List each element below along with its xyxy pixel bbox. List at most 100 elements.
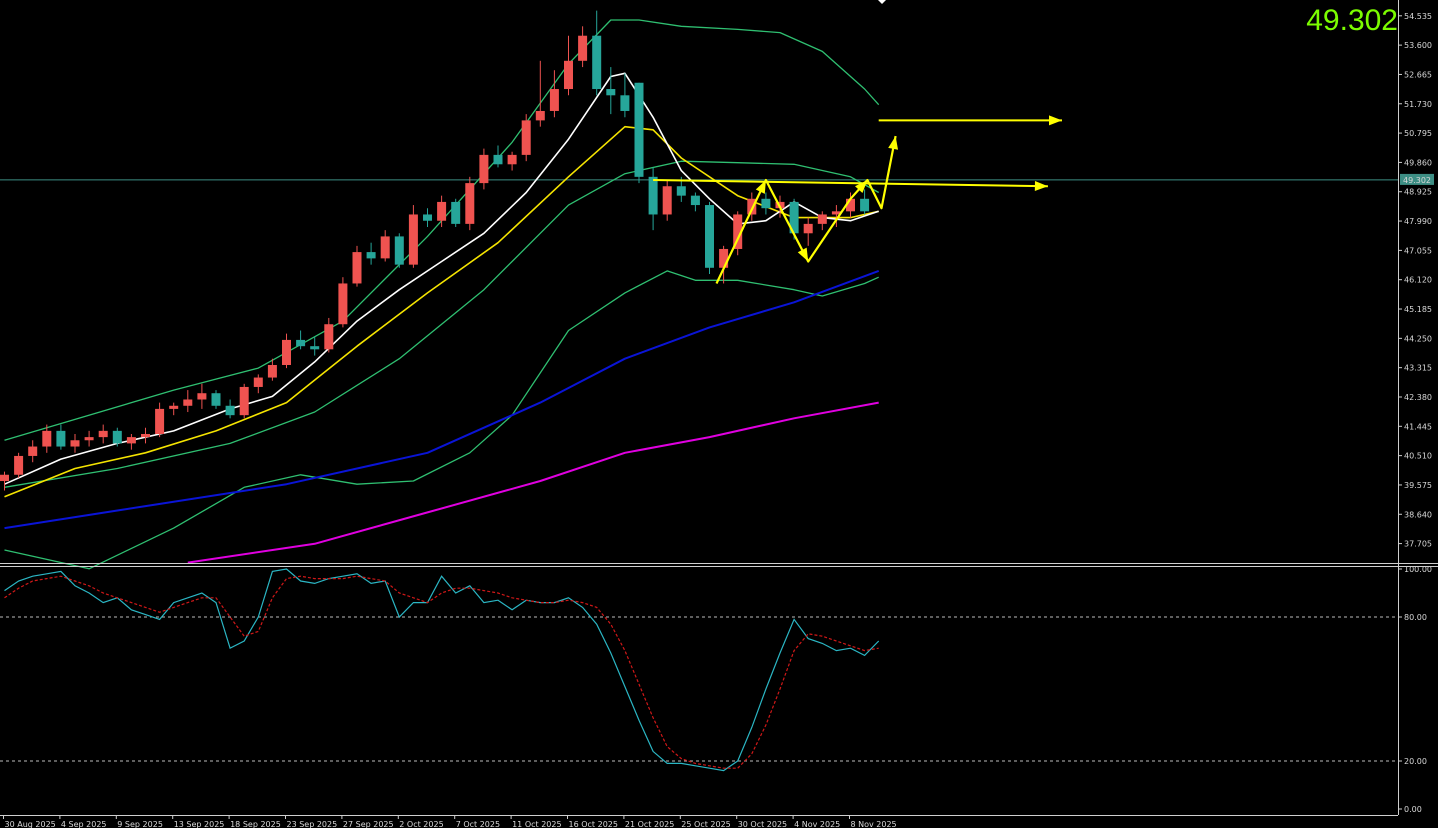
price-tick-label: 37.705 [1404, 540, 1432, 549]
candle-body [662, 186, 672, 215]
stochastic-signal-line [4, 575, 879, 769]
candle-body [28, 446, 38, 456]
time-tick-label: 27 Sep 2025 [343, 820, 394, 828]
zigzag-head-2 [797, 247, 809, 262]
candle-body [817, 214, 827, 224]
stochastic-axis: 100.00 80.00 20.00 0.00 [0, 565, 1432, 814]
time-tick-label: 9 Sep 2025 [117, 820, 163, 828]
price-tick-label: 48.925 [1404, 188, 1432, 197]
candle-body [846, 198, 855, 212]
time-tick-label: 30 Aug 2025 [5, 820, 56, 828]
candle-body [225, 405, 235, 416]
time-tick-label: 2 Oct 2025 [399, 820, 443, 828]
price-tick-label: 45.185 [1404, 305, 1432, 314]
price-tick-label: 50.795 [1404, 129, 1432, 138]
candle-body [352, 252, 362, 284]
candle-body [705, 205, 714, 268]
candle-body [211, 393, 221, 406]
candle-body [564, 60, 573, 90]
candle-body [155, 408, 165, 434]
zigzag-head-3 [855, 179, 868, 193]
candle-body [831, 211, 841, 215]
annotation-arrows[interactable] [653, 115, 1062, 284]
candle-body [465, 183, 475, 224]
candles [0, 10, 870, 491]
zigzag-path [715, 135, 897, 284]
main-pane: 54.535 53.600 52.665 51.730 50.795 49.860 48.9… [0, 10, 1434, 570]
price-tick-label: 39.575 [1404, 481, 1432, 490]
price-tick-label: 47.990 [1404, 217, 1432, 226]
candle-body [394, 236, 404, 265]
price-tick-label: 43.315 [1404, 364, 1432, 373]
stochastic-main-line [4, 568, 880, 772]
candle-body [0, 474, 9, 482]
candle-body [56, 430, 66, 447]
candle-body [747, 198, 757, 215]
time-tick-label: 21 Oct 2025 [625, 820, 674, 828]
candle-body [690, 195, 700, 206]
current-price-tag: 49.302 [1400, 173, 1434, 185]
candle-body [620, 95, 630, 111]
time-tick-label: 11 Oct 2025 [512, 820, 561, 828]
candle-body [803, 223, 813, 234]
window-marker-icon [878, 0, 886, 4]
candle-body [761, 198, 771, 209]
candle-body [437, 201, 447, 221]
stochastic-tick-label: 80.00 [1404, 613, 1427, 622]
candle-body [592, 35, 602, 90]
candle-body [549, 89, 559, 111]
candle-body [676, 186, 686, 196]
price-tick-label: 40.510 [1404, 452, 1432, 461]
time-tick-label: 4 Nov 2025 [794, 820, 840, 828]
candle-body [253, 377, 263, 387]
stochastic-tick-label: 0.00 [1404, 805, 1422, 814]
ma-fast-line [4, 72, 879, 485]
candle-body [648, 176, 658, 215]
price-tick-label: 54.535 [1404, 12, 1432, 21]
candle-body [14, 455, 24, 475]
time-tick-label: 16 Oct 2025 [569, 820, 618, 828]
candle-body [366, 252, 376, 259]
candle-body [521, 120, 531, 155]
price-readout: 49.302 [1306, 4, 1398, 37]
ma-long-line [187, 401, 879, 564]
candle-body [860, 198, 870, 212]
candle-body [239, 386, 249, 416]
price-tick-label: 53.600 [1404, 41, 1432, 50]
moving-averages [4, 72, 880, 564]
candle-body [324, 324, 334, 350]
time-tick-label: 7 Oct 2025 [456, 820, 500, 828]
zigzag-head-1 [755, 179, 766, 194]
candle-body [408, 214, 418, 265]
price-tick-label: 41.445 [1404, 422, 1432, 431]
candle-body [634, 82, 644, 177]
stochastic-lines [4, 568, 880, 772]
candle-body [719, 248, 729, 268]
candle-body [451, 201, 461, 224]
candle-body [141, 433, 150, 438]
candle-body [606, 89, 616, 96]
candle-body [789, 201, 799, 234]
candle-body [197, 393, 207, 400]
stochastic-pane: 100.00 80.00 20.00 0.00 [0, 565, 1432, 814]
candle-body [380, 236, 390, 259]
candle-body [733, 214, 743, 249]
time-tick-label: 8 Nov 2025 [851, 820, 897, 828]
price-tick-label: 49.860 [1404, 158, 1432, 167]
candle-body [112, 430, 122, 444]
price-tick-label: 47.055 [1404, 246, 1432, 255]
candle-body [183, 399, 193, 406]
price-tick-label: 42.380 [1404, 393, 1432, 402]
stochastic-tick-label: 20.00 [1404, 757, 1427, 766]
time-tick-label: 18 Sep 2025 [230, 820, 281, 828]
resistance-arrow-head [1034, 181, 1048, 192]
candle-body [423, 214, 432, 221]
candle-body [296, 339, 306, 347]
candle-body [493, 154, 503, 165]
time-tick-label: 13 Sep 2025 [174, 820, 225, 828]
price-tick-label: 52.665 [1404, 70, 1432, 79]
candle-body [282, 339, 291, 365]
price-tick-label: 38.640 [1404, 510, 1432, 519]
